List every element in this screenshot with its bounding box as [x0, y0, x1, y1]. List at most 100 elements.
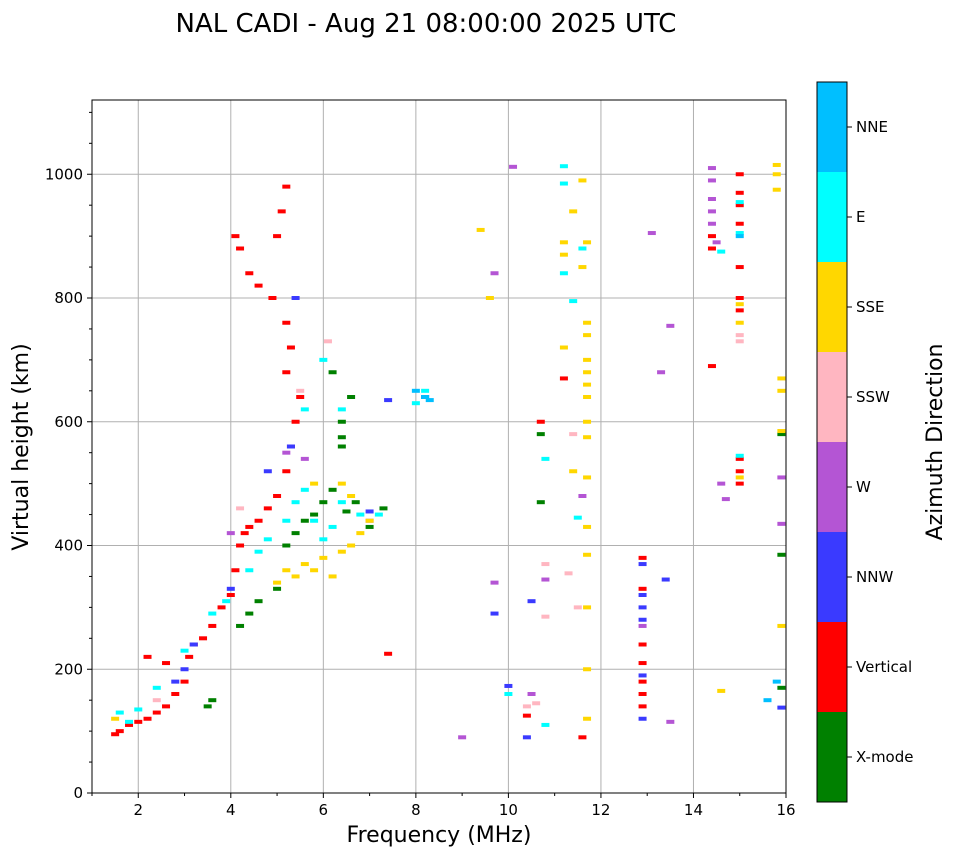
data-point [772, 162, 781, 167]
data-point [559, 181, 568, 186]
chart-title: NAL CADI - Aug 21 08:00:00 2025 UTC [176, 9, 677, 39]
colorbar-category-label: NNW [856, 568, 893, 586]
data-point [286, 345, 295, 350]
y-tick-label: 400 [54, 537, 83, 555]
data-point [735, 475, 744, 480]
data-point [583, 475, 592, 480]
data-point [282, 568, 291, 573]
data-point [735, 339, 744, 344]
data-point [541, 577, 550, 582]
data-point [583, 320, 592, 325]
series-sse [111, 162, 786, 721]
data-point [735, 190, 744, 195]
data-point [347, 494, 356, 498]
data-point [638, 661, 647, 666]
data-point [263, 469, 272, 474]
data-point [541, 562, 550, 567]
colorbar-category-label: NNE [856, 118, 888, 136]
data-point [347, 395, 356, 399]
data-point [374, 512, 383, 517]
data-point [337, 407, 346, 412]
data-point [291, 296, 300, 300]
data-point [143, 654, 152, 659]
series-x-mode [203, 370, 786, 709]
colorbar-swatch [817, 82, 847, 172]
data-point [282, 543, 291, 548]
data-point [490, 271, 499, 276]
data-point [707, 197, 716, 201]
plot-frame [91, 99, 787, 794]
colorbar-frame [816, 81, 848, 803]
x-tick-label: 2 [133, 801, 143, 819]
data-point [342, 509, 351, 514]
colorbar-swatch [817, 172, 847, 262]
data-point [282, 184, 291, 189]
data-point [707, 364, 716, 369]
data-point [254, 283, 263, 288]
data-point [564, 571, 573, 576]
data-point [735, 469, 744, 474]
data-point [134, 719, 143, 724]
data-point [254, 549, 263, 554]
data-point [152, 710, 161, 715]
data-point [291, 500, 300, 505]
data-point [583, 382, 592, 387]
data-point [236, 543, 245, 548]
data-point [236, 623, 245, 628]
data-point [411, 401, 420, 406]
data-point [777, 521, 786, 526]
colorbar-swatch [817, 622, 847, 712]
colorbar: X-mode Vertical NNW W SSW SSE E NNE [816, 81, 913, 803]
data-point [180, 679, 189, 684]
data-point [777, 623, 786, 628]
data-point [638, 617, 647, 622]
data-point [777, 432, 786, 437]
data-point [125, 722, 134, 727]
series-nnw [171, 296, 786, 740]
data-point [162, 661, 171, 666]
data-point [115, 710, 124, 715]
data-point [282, 370, 291, 375]
data-point [638, 716, 647, 721]
series-nne [411, 234, 781, 703]
data-point [222, 599, 231, 604]
data-point [735, 453, 744, 458]
data-point [300, 407, 309, 412]
x-tick-label: 16 [776, 801, 795, 819]
data-point [559, 164, 568, 169]
data-point [777, 429, 786, 434]
data-point [541, 614, 550, 619]
data-point [328, 574, 337, 579]
data-point [583, 419, 592, 424]
data-point [578, 735, 587, 740]
data-point [569, 469, 578, 474]
data-point [777, 388, 786, 393]
series-w [226, 164, 786, 740]
data-point [208, 698, 217, 703]
data-point [735, 234, 744, 239]
colorbar-category-label: Vertical [856, 658, 912, 676]
data-point [240, 531, 249, 536]
series-e [115, 164, 744, 727]
data-point [208, 611, 217, 616]
y-tick-label: 800 [54, 289, 83, 307]
data-point [583, 605, 592, 610]
data-point [180, 667, 189, 672]
data-point [189, 642, 198, 647]
colorbar-swatch [817, 352, 847, 442]
data-point [541, 456, 550, 461]
data-point [583, 240, 592, 245]
data-point [245, 271, 254, 276]
colorbar-label: Azimuth Direction [923, 343, 948, 540]
data-point [527, 599, 536, 604]
data-point [365, 509, 374, 514]
data-point [735, 308, 744, 313]
data-point [111, 716, 120, 721]
data-point [485, 296, 494, 300]
colorbar-category-label: SSE [856, 298, 885, 316]
colorbar-category-label: E [856, 208, 865, 226]
data-point [268, 296, 277, 300]
data-point [717, 688, 726, 693]
data-point [583, 333, 592, 338]
data-point [578, 246, 587, 251]
